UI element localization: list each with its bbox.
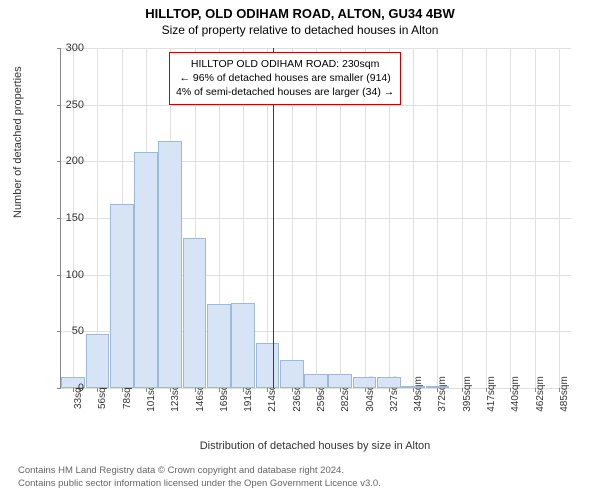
histogram-bar <box>401 386 425 388</box>
gridline-vertical <box>413 48 414 388</box>
histogram-bar <box>86 334 110 388</box>
gridline-vertical <box>462 48 463 388</box>
y-tick-label: 150 <box>44 212 84 224</box>
histogram-bar <box>328 374 352 388</box>
histogram-bar <box>256 343 280 388</box>
attribution-line: Contains HM Land Registry data © Crown c… <box>18 465 381 477</box>
annotation-line: HILLTOP OLD ODIHAM ROAD: 230sqm <box>176 57 394 71</box>
chart-container: HILLTOP, OLD ODIHAM ROAD, ALTON, GU34 4B… <box>0 0 600 500</box>
chart-title: HILLTOP, OLD ODIHAM ROAD, ALTON, GU34 4B… <box>0 0 600 21</box>
annotation-line: 4% of semi-detached houses are larger (3… <box>176 85 394 99</box>
chart-area: 33sqm56sqm78sqm101sqm123sqm146sqm169sqm1… <box>60 48 570 423</box>
x-tick-label: 372sqm <box>437 376 448 412</box>
y-tick-label: 50 <box>44 325 84 337</box>
gridline-vertical <box>559 48 560 388</box>
plot-region: 33sqm56sqm78sqm101sqm123sqm146sqm169sqm1… <box>60 48 571 389</box>
y-axis-label: Number of detached properties <box>12 66 24 218</box>
x-tick-label: 395sqm <box>462 376 473 412</box>
gridline-vertical <box>535 48 536 388</box>
histogram-bar <box>183 238 207 388</box>
x-tick-label: 440sqm <box>510 376 521 412</box>
histogram-bar <box>158 141 182 388</box>
gridline-vertical <box>510 48 511 388</box>
histogram-bar <box>207 304 231 388</box>
chart-subtitle: Size of property relative to detached ho… <box>0 21 600 37</box>
histogram-bar <box>304 374 328 388</box>
gridline-vertical <box>486 48 487 388</box>
y-tick-label: 0 <box>44 382 84 394</box>
y-tick-label: 100 <box>44 269 84 281</box>
x-axis-label: Distribution of detached houses by size … <box>60 440 570 452</box>
x-tick-label: 417sqm <box>486 376 497 412</box>
y-tick-label: 300 <box>44 42 84 54</box>
annotation-line: ← 96% of detached houses are smaller (91… <box>176 71 394 85</box>
histogram-bar <box>134 152 158 388</box>
annotation-box: HILLTOP OLD ODIHAM ROAD: 230sqm← 96% of … <box>169 52 401 105</box>
histogram-bar <box>426 386 450 388</box>
histogram-bar <box>377 377 401 388</box>
y-tick-label: 200 <box>44 155 84 167</box>
histogram-bar <box>231 303 255 388</box>
attribution-line: Contains public sector information licen… <box>18 478 381 490</box>
x-tick-label: 485sqm <box>559 376 570 412</box>
y-tick-label: 250 <box>44 99 84 111</box>
histogram-bar <box>110 204 134 388</box>
histogram-bar <box>353 377 377 388</box>
attribution-text: Contains HM Land Registry data © Crown c… <box>18 465 381 490</box>
x-tick-label: 462sqm <box>535 376 546 412</box>
histogram-bar <box>280 360 304 388</box>
gridline-vertical <box>437 48 438 388</box>
x-tick-label: 349sqm <box>413 376 424 412</box>
